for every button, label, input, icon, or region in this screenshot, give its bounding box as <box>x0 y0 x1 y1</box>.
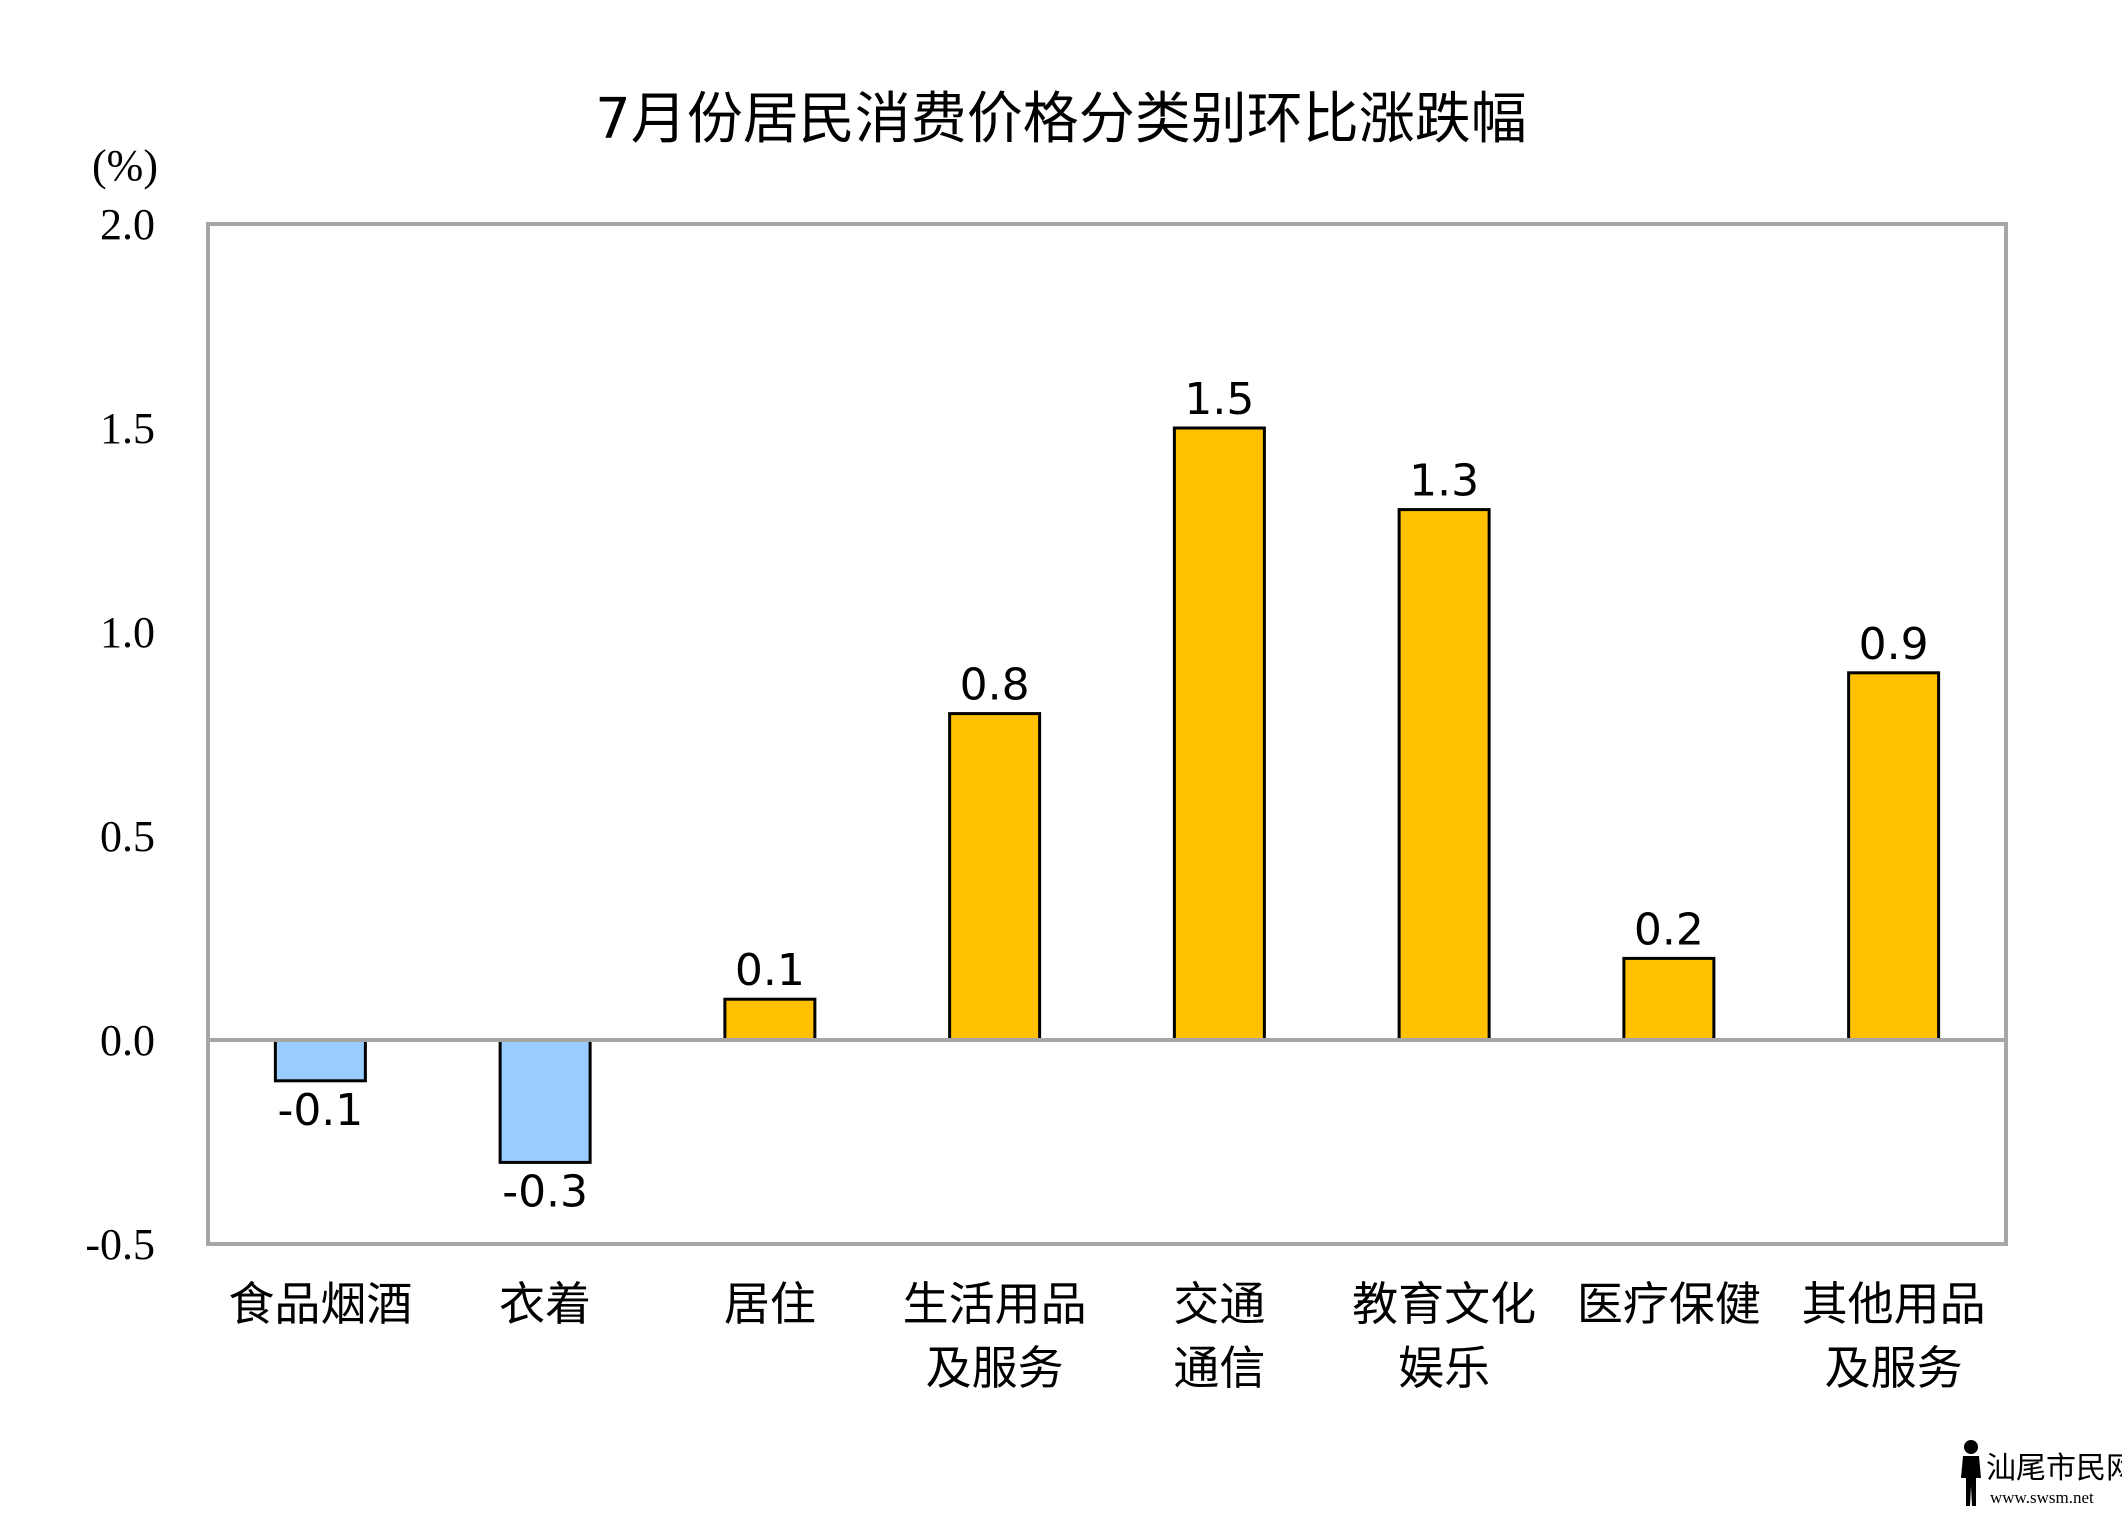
bar-value-label: -0.1 <box>277 1085 363 1136</box>
category-label: 其他用品 <box>1802 1277 1986 1331</box>
bar <box>723 997 817 1042</box>
bar <box>273 1038 367 1083</box>
person-silhouette-icon <box>1961 1440 1981 1506</box>
watermark-url-text: www.swsm.net <box>1990 1488 2094 1507</box>
category-label: 及服务 <box>1825 1341 1963 1395</box>
watermark-brand-text: 汕尾市民网 <box>1986 1452 2122 1485</box>
y-axis-unit-label: (%) <box>92 141 158 190</box>
plot-frame <box>206 222 2008 1246</box>
bar <box>948 712 1042 1042</box>
category-label: 交通 <box>1173 1277 1265 1331</box>
y-tick-label: -0.5 <box>85 1220 155 1269</box>
y-tick-labels: 2.0 1.5 1.0 0.5 0.0 -0.5 <box>85 200 155 1269</box>
y-tick-label: 0.5 <box>100 812 155 861</box>
bar-value-label: 0.8 <box>960 660 1030 711</box>
category-label: 食品烟酒 <box>228 1277 412 1331</box>
bars-layer <box>273 426 1941 1164</box>
category-label: 医疗保健 <box>1577 1277 1761 1331</box>
y-tick-label: 1.5 <box>100 404 155 453</box>
y-tick-label: 2.0 <box>100 200 155 249</box>
category-label: 衣着 <box>499 1277 591 1331</box>
bar <box>498 1038 592 1164</box>
bar-value-label: 0.9 <box>1859 619 1929 670</box>
bar-value-label: -0.3 <box>502 1166 588 1217</box>
bar <box>1397 508 1491 1042</box>
value-labels: -0.1 -0.3 0.1 0.8 1.5 1.3 0.2 0.9 <box>277 374 1928 1217</box>
category-label: 生活用品 <box>903 1277 1087 1331</box>
y-tick-label: 0.0 <box>100 1016 155 1065</box>
bar-value-label: 0.2 <box>1634 904 1704 955</box>
bar <box>1847 671 1941 1042</box>
bar <box>1172 426 1266 1042</box>
category-label: 通信 <box>1173 1341 1265 1395</box>
watermark-logo: 汕尾市民网 www.swsm.net <box>1961 1440 2122 1507</box>
category-label: 居住 <box>724 1277 816 1331</box>
chart-title: 7月份居民消费价格分类别环比涨跌幅 <box>595 87 1527 152</box>
category-label: 教育文化 <box>1352 1277 1536 1331</box>
bar-value-label: 1.5 <box>1184 374 1254 425</box>
bar-value-label: 0.1 <box>735 945 805 996</box>
bar <box>1622 956 1716 1042</box>
bar-value-label: 1.3 <box>1409 456 1479 507</box>
category-label: 及服务 <box>926 1341 1064 1395</box>
y-tick-label: 1.0 <box>100 608 155 657</box>
category-label: 娱乐 <box>1398 1341 1490 1395</box>
